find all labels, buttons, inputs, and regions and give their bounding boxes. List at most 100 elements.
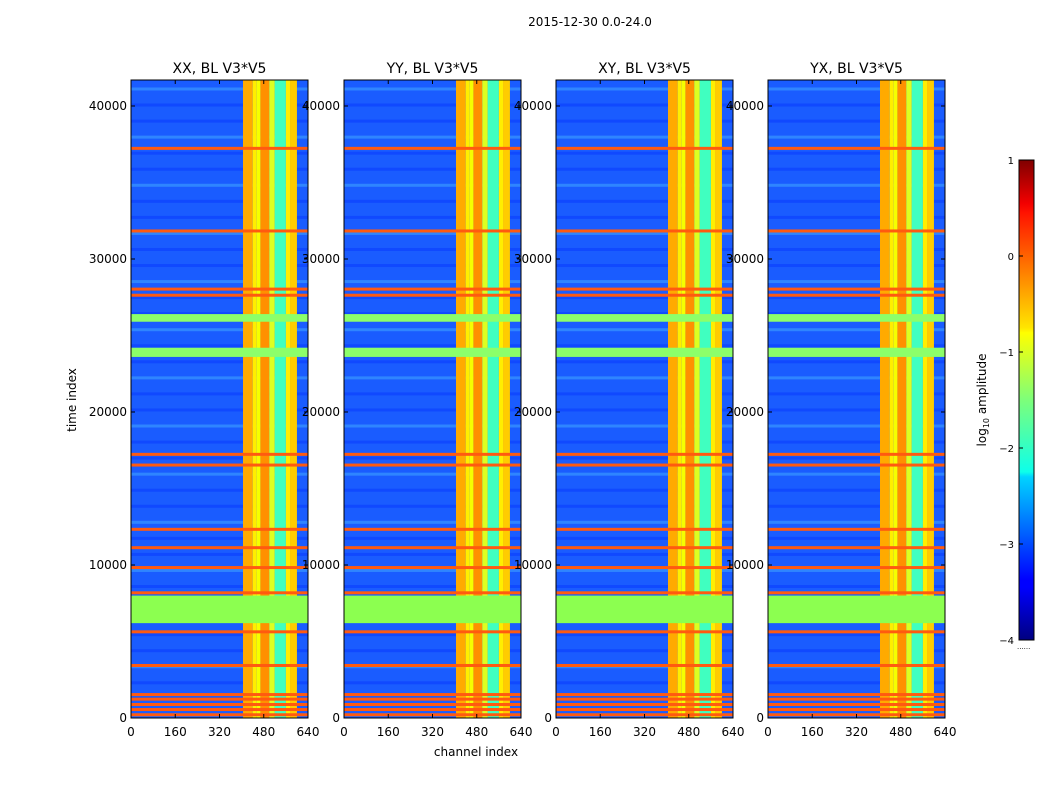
rfi-row — [131, 463, 308, 467]
rfi-row — [556, 293, 733, 297]
heatmap-texture-row — [131, 552, 308, 556]
high-amplitude-band — [893, 80, 898, 718]
rfi-row — [131, 546, 308, 550]
heatmap-texture-row — [768, 167, 945, 171]
rfi-row — [556, 463, 733, 467]
heatmap-texture-row — [131, 344, 308, 348]
heatmap-texture-row — [344, 408, 521, 412]
x-tick-label: 160 — [801, 725, 824, 739]
heatmap-texture-row — [131, 103, 308, 107]
heatmap-texture-row — [556, 103, 733, 107]
high-amplitude-band — [677, 80, 682, 718]
high-amplitude-band — [269, 80, 275, 718]
heatmap-texture-row — [768, 183, 945, 187]
rfi-row — [556, 663, 733, 667]
rfi-row — [556, 546, 733, 550]
heatmap-texture-row — [768, 87, 945, 91]
rfi-row — [556, 708, 733, 712]
colorbar-tick-label: −1 — [999, 348, 1014, 359]
heatmap-texture-row — [768, 103, 945, 107]
rfi-row — [344, 702, 521, 706]
rfi-row — [556, 697, 733, 701]
y-tick-label: 0 — [332, 711, 340, 725]
high-amplitude-band — [456, 80, 466, 718]
high-amplitude-band — [897, 80, 907, 718]
heatmap-texture-row — [768, 215, 945, 219]
heatmap-texture-row — [344, 119, 521, 123]
heatmap-texture-row — [768, 280, 945, 284]
heatmap-texture-row — [344, 472, 521, 476]
colorbar-extra-label: ...... — [1017, 643, 1030, 651]
heatmap-texture-row — [556, 424, 733, 428]
heatmap-texture-row — [131, 135, 308, 139]
colorbar-tick-label: 0 — [1008, 252, 1014, 263]
heatmap-texture-row — [768, 376, 945, 380]
high-amplitude-band — [503, 80, 510, 718]
heatmap-texture-row — [768, 151, 945, 155]
x-tick-label: 640 — [934, 725, 957, 739]
heatmap-texture-row — [556, 376, 733, 380]
x-tick-label: 640 — [297, 725, 320, 739]
heatmap-texture-row — [556, 264, 733, 268]
x-tick-label: 480 — [889, 725, 912, 739]
heatmap-texture-row — [131, 247, 308, 251]
rfi-row — [556, 146, 733, 150]
heatmap-texture-row — [768, 135, 945, 139]
heatmap-texture-row — [768, 472, 945, 476]
heatmap-texture-row — [344, 280, 521, 284]
colorbar-tick-label: 1 — [1008, 156, 1014, 167]
heatmap-texture-row — [556, 231, 733, 235]
heatmap-texture-row — [556, 456, 733, 460]
rfi-row — [131, 452, 308, 456]
heatmap-texture-row — [768, 440, 945, 444]
high-amplitude-band — [256, 80, 261, 718]
high-amplitude-band — [685, 80, 695, 718]
rfi-row — [131, 630, 308, 634]
x-tick-label: 320 — [845, 725, 868, 739]
rfi-row — [344, 663, 521, 667]
heatmap-texture-row — [344, 649, 521, 653]
colorbar-tick-label: −3 — [999, 540, 1014, 551]
high-amplitude-band — [487, 80, 499, 718]
heatmap-texture-row — [131, 392, 308, 396]
heatmap-texture-row — [131, 649, 308, 653]
rfi-row — [556, 452, 733, 456]
heatmap-texture-row — [344, 504, 521, 508]
heatmap-texture-row — [556, 504, 733, 508]
heatmap-texture-row — [344, 87, 521, 91]
secondary-flag-band — [344, 314, 521, 322]
heatmap-texture-row — [344, 247, 521, 251]
high-amplitude-band — [465, 80, 470, 718]
heatmap-texture-row — [768, 520, 945, 524]
y-tick-label: 20000 — [514, 405, 552, 419]
heatmap-texture-row — [131, 408, 308, 412]
heatmap-texture-row — [131, 328, 308, 332]
heatmap-texture-row — [768, 424, 945, 428]
heatmap-texture-row — [556, 585, 733, 589]
rfi-row — [131, 229, 308, 233]
heatmap-texture-row — [556, 520, 733, 524]
heatmap-texture-row — [556, 280, 733, 284]
heatmap-texture-row — [344, 135, 521, 139]
y-tick-label: 40000 — [302, 99, 340, 113]
high-amplitude-band — [927, 80, 934, 718]
heatmap-texture-row — [344, 456, 521, 460]
y-tick-label: 30000 — [302, 252, 340, 266]
flagged-time-band — [768, 595, 945, 624]
high-amplitude-band — [694, 80, 700, 718]
y-tick-label: 20000 — [726, 405, 764, 419]
rfi-row — [768, 287, 945, 291]
rfi-row — [131, 527, 308, 531]
panel-title: YX, BL V3*V5 — [809, 61, 903, 77]
heatmap-texture-row — [131, 87, 308, 91]
colorbar-label-sub: 10 — [982, 418, 991, 428]
panel-3: YX, BL V3*V5 0 160 320 480 640 0 10000 20000 3000… — [726, 61, 957, 739]
heatmap-texture-row — [131, 296, 308, 300]
heatmap-texture-row — [556, 568, 733, 572]
y-tick-label: 10000 — [514, 558, 552, 572]
rfi-row — [768, 463, 945, 467]
panel-0: XX, BL V3*V5 0 160 320 480 640 0 10000 20000 3000… — [89, 61, 320, 739]
high-amplitude-band — [889, 80, 894, 718]
high-amplitude-band — [922, 80, 928, 718]
heatmap-texture-row — [131, 183, 308, 187]
